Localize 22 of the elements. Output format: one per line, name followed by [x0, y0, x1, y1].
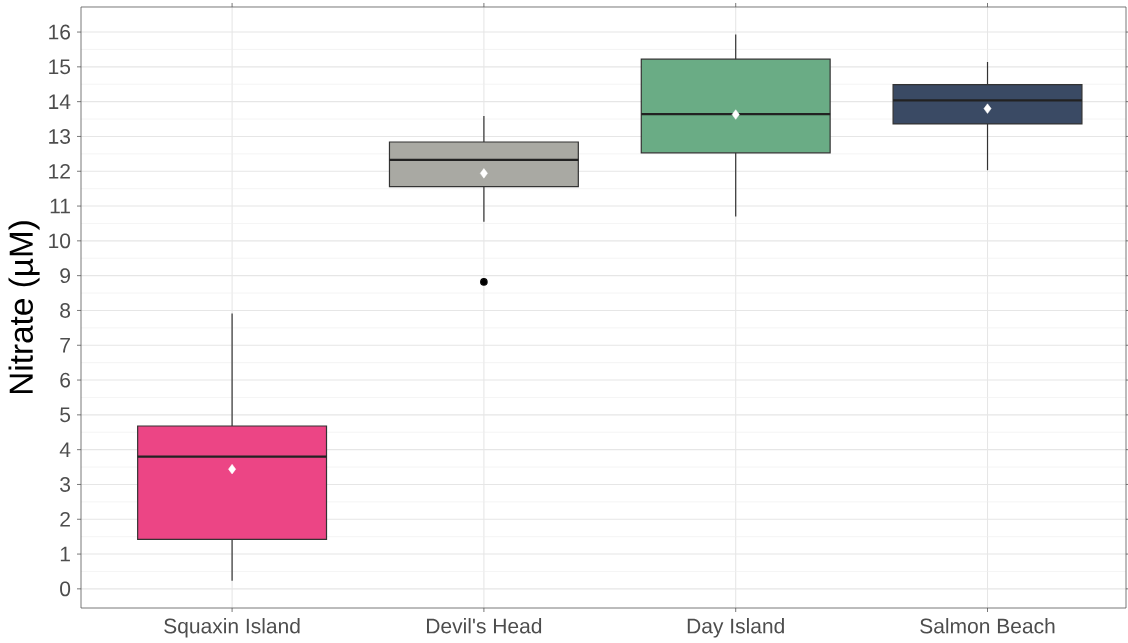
y-tick-label: 12 [49, 163, 70, 179]
y-tick-label: 10 [49, 233, 71, 249]
y-tick-label: 13 [49, 129, 71, 144]
x-tick-label: Day Island [687, 618, 784, 638]
y-tick-label: 8 [60, 303, 71, 318]
y-tick-label: 2 [60, 511, 70, 527]
x-tick-label: Squaxin Island [164, 618, 300, 638]
y-tick-label: 6 [60, 372, 71, 388]
y-tick-label: 0 [60, 581, 71, 597]
y-tick-label: 3 [60, 477, 71, 492]
x-tick-label: Salmon Beach [920, 618, 1055, 634]
y-tick-label: 11 [50, 198, 70, 214]
y-tick-label: 7 [60, 338, 70, 353]
y-axis-title: Nitrate (µM) [8, 221, 40, 394]
y-tick-label: 14 [49, 94, 71, 109]
y-tick-label: 15 [49, 59, 71, 75]
y-tick-label: 1 [60, 546, 70, 562]
x-tick-label: Devil's Head [427, 618, 542, 634]
y-tick-label: 5 [60, 407, 71, 423]
y-tick-label: 4 [59, 442, 71, 457]
y-tick-label: 16 [49, 24, 71, 40]
y-tick-label: 9 [60, 268, 70, 284]
